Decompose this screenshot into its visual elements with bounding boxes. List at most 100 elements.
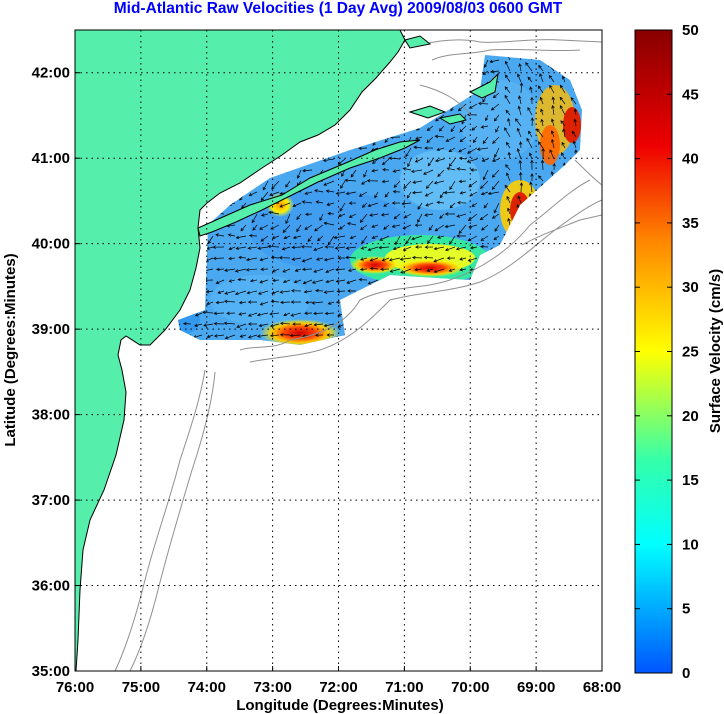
velocity-arrow xyxy=(304,212,313,217)
x-tick-label: 74:00 xyxy=(188,679,226,696)
velocity-arrow xyxy=(347,268,357,272)
velocity-arrow xyxy=(369,266,379,271)
velocity-arrow xyxy=(350,169,357,178)
velocity-arrow xyxy=(268,210,280,215)
velocity-arrow xyxy=(256,312,269,317)
velocity-arrow xyxy=(323,257,335,262)
velocity-arrow xyxy=(538,175,544,182)
velocity-arrow xyxy=(358,146,368,151)
velocity-arrow xyxy=(459,125,467,133)
velocity-arrow xyxy=(302,168,313,173)
x-tick-label: 70:00 xyxy=(451,679,489,696)
velocity-arrow xyxy=(540,159,545,171)
velocity-arrow xyxy=(516,127,522,138)
velocity-arrow xyxy=(223,321,236,326)
velocity-arrow xyxy=(238,312,247,316)
velocity-arrow xyxy=(428,224,434,231)
velocity-arrow xyxy=(202,310,214,315)
velocity-arrow xyxy=(347,289,357,293)
velocity-arrow xyxy=(259,301,269,306)
velocity-arrow xyxy=(456,167,467,171)
velocity-arrow xyxy=(445,246,456,252)
velocity-arrow xyxy=(262,180,269,191)
velocity-arrow xyxy=(527,76,533,83)
velocity-arrow xyxy=(245,257,258,262)
velocity-arrow xyxy=(290,312,302,317)
velocity-arrow xyxy=(319,213,324,222)
velocity-arrow xyxy=(470,168,478,172)
velocity-arrow xyxy=(314,189,324,193)
velocity-arrow xyxy=(282,224,291,233)
velocity-arrow xyxy=(337,158,346,165)
velocity-arrow xyxy=(393,180,401,188)
velocity-arrow xyxy=(313,311,324,316)
velocity-arrow xyxy=(282,268,291,273)
velocity-arrow xyxy=(459,267,467,272)
velocity-arrow xyxy=(473,136,478,144)
velocity-arrow xyxy=(550,130,555,138)
velocity-arrow xyxy=(495,125,500,133)
velocity-arrow xyxy=(345,255,357,260)
velocity-arrow xyxy=(393,213,401,220)
velocity-arrow xyxy=(457,200,467,205)
longitude-ticks: 76:00 75:00 74:00 73:00 72:00 71:00 70:00 69:00… xyxy=(56,666,621,696)
velocity-arrow xyxy=(292,322,302,326)
velocity-arrow xyxy=(280,300,291,305)
velocity-arrow xyxy=(228,246,236,251)
velocity-arrow xyxy=(519,82,524,94)
velocity-arrow xyxy=(215,279,225,284)
velocity-arrow xyxy=(467,235,478,242)
velocity-arrow xyxy=(529,86,533,94)
velocity-arrow xyxy=(391,224,401,228)
velocity-arrow xyxy=(411,190,423,195)
velocity-arrow xyxy=(427,158,434,167)
velocity-arrow xyxy=(433,180,445,185)
velocity-arrow xyxy=(305,300,313,305)
velocity-arrow xyxy=(493,235,500,241)
velocity-arrow xyxy=(392,169,401,173)
velocity-arrow xyxy=(335,279,346,283)
velocity-arrow xyxy=(572,140,577,149)
colorbar-tick-label: 30 xyxy=(682,279,699,296)
velocity-arrow xyxy=(335,267,346,272)
velocity-arrow xyxy=(296,224,302,233)
velocity-arrow xyxy=(433,246,445,251)
velocity-arrow xyxy=(482,70,489,75)
velocity-arrow xyxy=(260,267,269,272)
velocity-arrow xyxy=(424,146,434,150)
velocity-arrow xyxy=(505,164,511,171)
velocity-arrow xyxy=(279,290,291,294)
velocity-arrow xyxy=(292,235,302,240)
velocity-arrow xyxy=(379,235,390,241)
velocity-arrow xyxy=(235,235,247,240)
velocity-arrow xyxy=(395,235,401,246)
velocity-arrow xyxy=(279,202,291,208)
velocity-arrow xyxy=(481,158,489,162)
velocity-arrow xyxy=(213,311,225,316)
velocity-arrow xyxy=(560,120,566,127)
colorbar-label: Surface Velocity (cm/s) xyxy=(707,269,724,433)
velocity-arrow xyxy=(371,169,379,173)
velocity-arrow xyxy=(538,141,544,149)
velocity-arrow xyxy=(415,245,423,249)
velocity-arrow xyxy=(374,191,379,199)
velocity-arrow xyxy=(437,169,445,178)
velocity-arrow xyxy=(455,246,467,251)
velocity-arrow xyxy=(446,167,456,171)
velocity-arrow xyxy=(358,191,368,197)
velocity-arrow xyxy=(283,235,291,240)
velocity-arrow xyxy=(399,257,412,261)
colorbar-tick-label: 40 xyxy=(682,151,699,168)
velocity-arrow xyxy=(518,171,523,182)
velocity-arrow xyxy=(530,96,534,105)
velocity-arrow xyxy=(388,257,401,262)
velocity-arrow xyxy=(561,141,566,149)
velocity-arrow xyxy=(313,246,324,252)
velocity-arrow xyxy=(315,288,324,293)
colorbar xyxy=(634,29,673,674)
velocity-arrow xyxy=(456,234,467,238)
velocity-arrow xyxy=(337,256,346,260)
y-tick-label: 38:00 xyxy=(32,407,70,424)
velocity-arrow xyxy=(236,323,247,329)
velocity-arrow xyxy=(378,245,390,250)
